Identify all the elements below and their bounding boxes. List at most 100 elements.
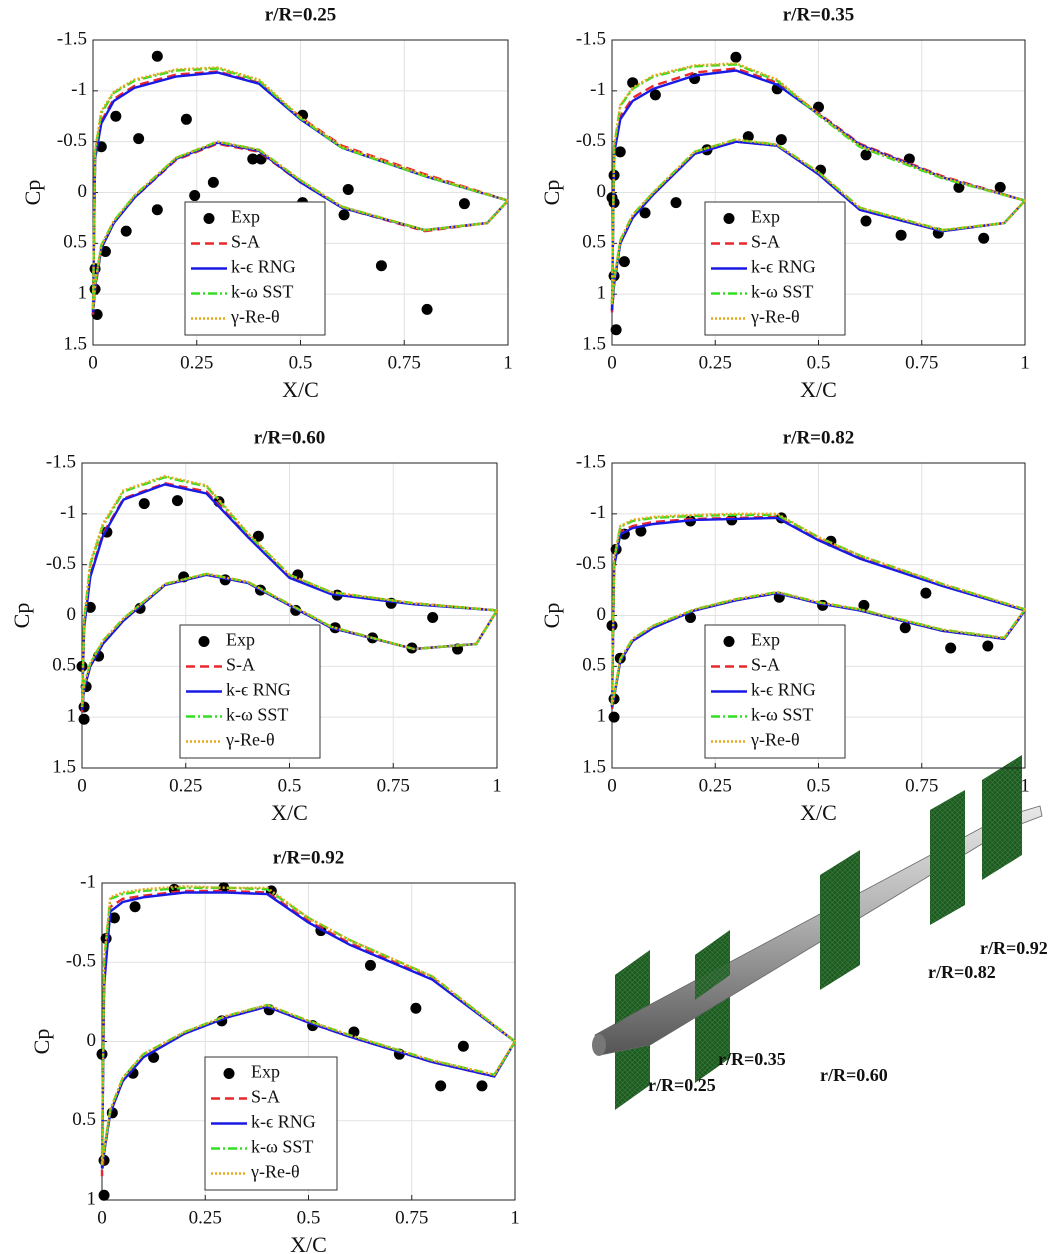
y-tick-label: 0 [87, 1030, 97, 1051]
x-tick-label: 0.25 [699, 775, 732, 796]
y-axis-label: Cp [20, 180, 45, 206]
y-axis-label: Cp [539, 603, 564, 629]
legend-label: k-ϵ RNG [226, 680, 291, 700]
legend-label: S-A [226, 655, 255, 675]
chart-title: r/R=0.60 [254, 427, 326, 448]
x-tick-label: 0 [97, 1207, 107, 1228]
y-tick-label: 1 [597, 283, 607, 304]
legend-label: Exp [751, 207, 780, 227]
chart-title: r/R=0.25 [265, 4, 337, 25]
legend-label: k-ω SST [751, 282, 813, 302]
y-tick-label: -1.5 [46, 451, 76, 472]
chart-title: r/R=0.35 [783, 4, 855, 25]
y-tick-label: -0.5 [576, 553, 606, 574]
y-tick-label: 0 [67, 604, 77, 625]
y-tick-label: -0.5 [57, 130, 87, 151]
x-tick-label: 0 [88, 352, 98, 373]
exp-point [619, 256, 630, 267]
y-tick-label: -1 [590, 502, 606, 523]
x-tick-label: 0.5 [278, 775, 302, 796]
legend-label: γ-Re-θ [225, 730, 275, 750]
x-tick-label: 0.75 [905, 352, 938, 373]
exp-point [609, 712, 620, 723]
y-axis-label: Cp [539, 180, 564, 206]
x-tick-label: 0 [607, 352, 617, 373]
exp-point [920, 588, 931, 599]
exp-point [776, 134, 787, 145]
legend-marker [724, 213, 735, 224]
x-tick-label: 0.25 [189, 1207, 222, 1228]
x-axis-label: X/C [800, 800, 837, 825]
legend-label: S-A [751, 232, 780, 252]
y-tick-label: -0.5 [66, 951, 96, 972]
exp-point [181, 114, 192, 125]
x-tick-label: 0.5 [289, 352, 313, 373]
y-tick-label: 1.5 [52, 756, 76, 777]
y-tick-label: -1 [80, 871, 96, 892]
section-label: r/R=0.60 [820, 1065, 888, 1085]
x-tick-label: 1 [492, 775, 502, 796]
blade-root [592, 1034, 606, 1056]
x-tick-label: 0.75 [905, 775, 938, 796]
y-axis-label: Cp [29, 1029, 54, 1055]
legend-label: S-A [751, 655, 780, 675]
y-tick-label: 0.5 [72, 1109, 96, 1130]
x-tick-label: 0 [607, 775, 617, 796]
y-tick-label: 1.5 [582, 756, 606, 777]
exp-point [459, 198, 470, 209]
x-tick-label: 0.25 [169, 775, 202, 796]
legend-label: k-ω SST [231, 282, 293, 302]
chart-panel: 00.250.50.751-1.5-1-0.500.511.5r/R=0.25X… [20, 4, 513, 402]
exp-point [476, 1080, 487, 1091]
y-tick-label: 0 [597, 181, 607, 202]
y-tick-label: 0 [597, 604, 607, 625]
exp-point [410, 1003, 421, 1014]
x-tick-label: 0 [77, 775, 87, 796]
exp-point [978, 233, 989, 244]
x-tick-label: 0.5 [807, 352, 831, 373]
y-tick-label: -1 [71, 79, 87, 100]
x-tick-label: 0.25 [180, 352, 213, 373]
exp-point [208, 177, 219, 188]
exp-point [79, 702, 90, 713]
exp-point [422, 304, 433, 315]
y-tick-label: 0.5 [63, 232, 87, 253]
legend-marker [204, 213, 215, 224]
x-tick-label: 1 [1020, 775, 1030, 796]
y-tick-label: -0.5 [576, 130, 606, 151]
exp-point [339, 209, 350, 220]
plate [820, 850, 860, 990]
legend-marker [199, 636, 210, 647]
x-axis-label: X/C [800, 377, 837, 402]
x-tick-label: 0.75 [377, 775, 410, 796]
x-tick-label: 1 [503, 352, 513, 373]
exp-point [615, 146, 626, 157]
exp-point [376, 260, 387, 271]
legend-label: Exp [751, 630, 780, 650]
exp-point [152, 204, 163, 215]
exp-point [79, 714, 90, 725]
legend-label: k-ω SST [226, 705, 288, 725]
legend-label: S-A [251, 1087, 280, 1107]
chart-title: r/R=0.82 [783, 427, 855, 448]
y-tick-label: 1 [78, 283, 88, 304]
legend-label: k-ω SST [251, 1137, 313, 1157]
exp-point [133, 133, 144, 144]
y-tick-label: -1 [60, 502, 76, 523]
y-tick-label: -0.5 [46, 553, 76, 574]
legend-marker [224, 1068, 235, 1079]
x-axis-label: X/C [271, 800, 308, 825]
exp-point [130, 901, 141, 912]
x-tick-label: 1 [1020, 352, 1030, 373]
exp-point [343, 184, 354, 195]
y-tick-label: -1.5 [576, 28, 606, 49]
legend-label: Exp [251, 1062, 280, 1082]
y-tick-label: 0.5 [52, 655, 76, 676]
y-tick-label: 0.5 [582, 655, 606, 676]
y-tick-label: 1.5 [582, 333, 606, 354]
exp-point [365, 960, 376, 971]
section-label: r/R=0.82 [928, 962, 996, 982]
exp-point [671, 197, 682, 208]
